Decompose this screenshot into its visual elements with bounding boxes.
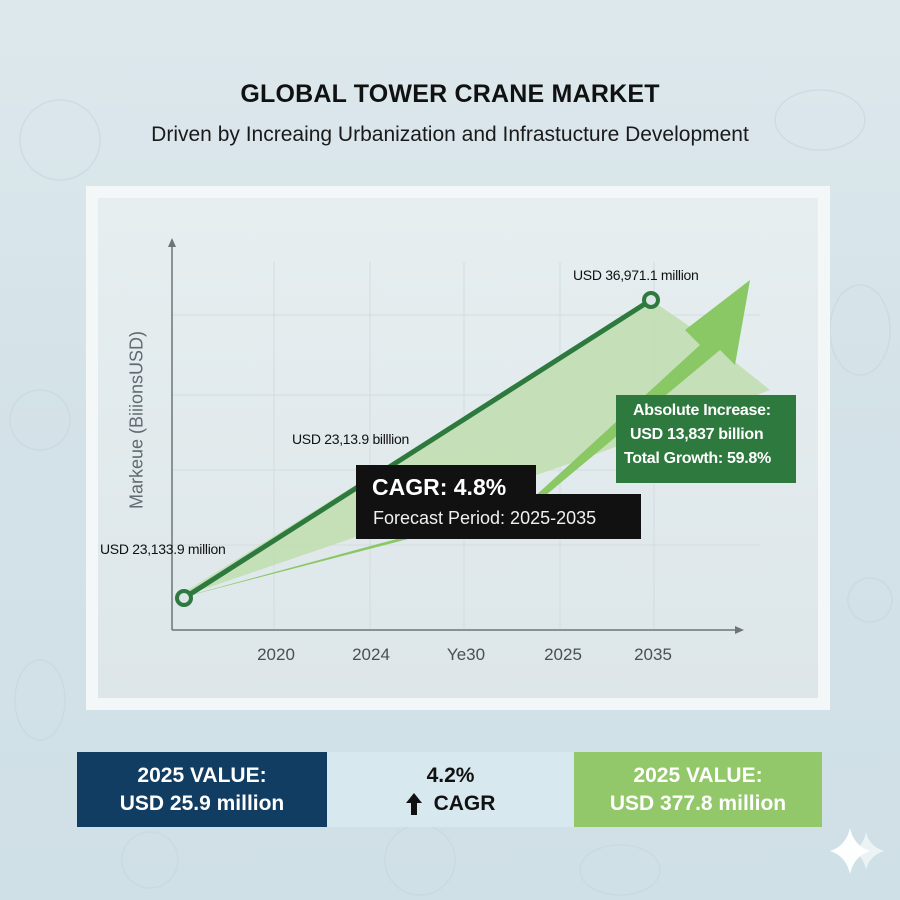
market-line bbox=[181, 297, 654, 601]
stat-label: 2025 VALUE: bbox=[137, 763, 267, 787]
end-point bbox=[642, 291, 660, 309]
end-point-label: USD 36,971.1 million bbox=[573, 267, 699, 283]
x-tick: Ye30 bbox=[446, 645, 486, 664]
area-fill bbox=[172, 300, 770, 600]
stat-value: USD 25.9 million bbox=[119, 791, 285, 815]
stat-value: 4.2% bbox=[426, 763, 475, 787]
absolute-increase-box bbox=[616, 395, 796, 483]
stat-value: USD 377.8 million bbox=[609, 791, 787, 815]
axes bbox=[171, 245, 738, 631]
cagr-box bbox=[356, 465, 536, 495]
cagr-title: CAGR: 4.8% bbox=[372, 474, 507, 500]
stat-card-2025-value: 2025 VALUE: USD 25.9 million bbox=[77, 752, 327, 827]
stat-label: CAGR bbox=[433, 791, 496, 815]
up-arrow-icon bbox=[405, 792, 422, 815]
stat-label: 2025 VALUE: bbox=[633, 763, 763, 787]
page-title: GLOBAL TOWER CRANE MARKET bbox=[240, 80, 660, 108]
y-axis-label: Markeue (BiiionsUSD) bbox=[126, 330, 147, 510]
page-subtitle: Driven by Increaing Urbanization and Inf… bbox=[151, 123, 749, 146]
start-point-label: USD 23,133.9 million bbox=[100, 541, 226, 557]
absolute-increase-label: Absolute Increase: bbox=[633, 402, 771, 419]
x-tick: 2035 bbox=[634, 645, 672, 664]
cagr-box-body bbox=[356, 494, 641, 539]
sparkle-icon bbox=[830, 828, 884, 874]
x-tick: 2024 bbox=[352, 645, 390, 664]
x-tick: 2020 bbox=[257, 645, 295, 664]
stat-card-2025-value-alt: 2025 VALUE: USD 377.8 million bbox=[574, 752, 822, 827]
x-tick: 2025 bbox=[544, 645, 582, 664]
absolute-increase-value: USD 13,837 billion bbox=[630, 426, 764, 443]
total-growth: Total Growth: 59.8% bbox=[624, 450, 771, 467]
mid-point-label: USD 23,13.9 billlion bbox=[292, 431, 409, 447]
stat-card-cagr: 4.2% CAGR bbox=[327, 752, 574, 827]
forecast-period: Forecast Period: 2025-2035 bbox=[373, 508, 597, 528]
start-point bbox=[175, 589, 193, 607]
